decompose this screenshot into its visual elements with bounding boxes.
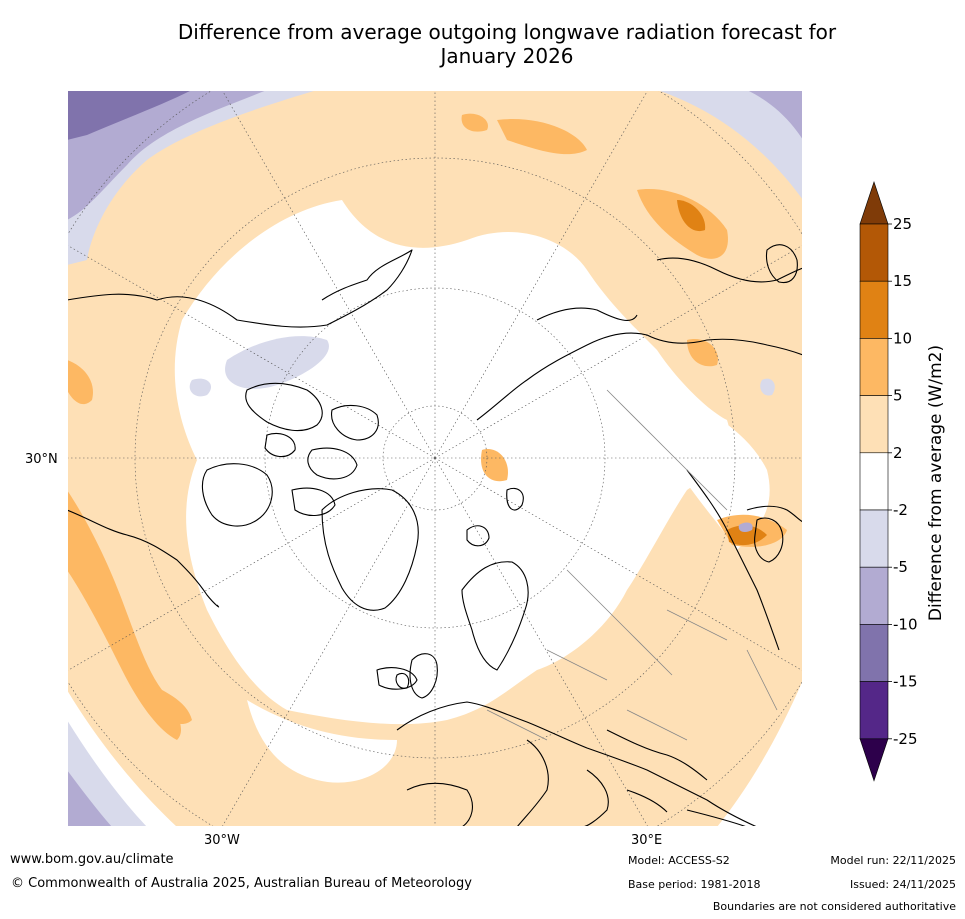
anomaly-positive-east-1 <box>687 339 718 367</box>
footer-issued: Issued: 24/11/2025 <box>849 878 956 891</box>
colorbar-tick-label: 2 <box>893 444 903 462</box>
boundary-set-1 <box>486 389 778 741</box>
coastline-british-isles <box>395 653 438 699</box>
lon-label-30e: 30°E <box>631 833 663 848</box>
anomaly-neutral-east <box>667 390 770 550</box>
colorbar-bin <box>859 338 889 396</box>
coastline-greenland <box>321 488 419 611</box>
anomaly-positive-north-1 <box>497 119 587 155</box>
colorbar-ticks: 25 15 10 5 2 -2 -5 -10 -15 -25 <box>888 215 918 748</box>
chart-title: Difference from average outgoing longwav… <box>0 20 965 68</box>
anomaly-negative-japan <box>738 522 753 533</box>
colorbar-bin <box>859 452 889 511</box>
anomaly-corner-tr <box>657 90 803 200</box>
coastline-africa-middle-east <box>606 729 748 827</box>
anomaly-positive-north-2 <box>461 113 488 132</box>
anomaly-positive-japan-core <box>727 525 767 546</box>
colorbar-bin <box>859 395 889 454</box>
colorbar-bin <box>859 509 889 568</box>
coastline-kamchatka <box>765 244 798 284</box>
polar-map[interactable] <box>67 90 803 827</box>
coastline-japan <box>754 517 784 563</box>
colorbar-tick-label: -10 <box>893 615 918 633</box>
title-line-2: January 2026 <box>440 44 574 68</box>
colorbar-bin <box>859 280 889 339</box>
coastline-canadian-archipelago <box>245 382 379 516</box>
anomaly-corner-bl-3 <box>67 770 112 827</box>
colorbar-tick-label: 5 <box>893 387 903 405</box>
lon-label-30w: 30°W <box>204 833 240 848</box>
coastline-east-asia <box>686 469 803 651</box>
colorbar-bin <box>859 181 889 225</box>
colorbar-tick-label: 25 <box>893 215 912 233</box>
colorbar-tick-label: 15 <box>893 272 912 290</box>
coastline-hudson-bay <box>201 463 273 527</box>
colorbar-bin <box>859 566 889 625</box>
colorbar-tick-label: -15 <box>893 673 918 691</box>
anomaly-corner-br <box>717 680 803 827</box>
anomaly-positive-pacific-spot <box>142 680 192 725</box>
anomaly-positive-siberia-core <box>677 200 706 232</box>
colorbar-bin <box>859 681 889 740</box>
coastline-north-america <box>67 249 413 608</box>
anomaly-neutral-south <box>247 700 397 783</box>
footer-model: Model: ACCESS-S2 <box>628 854 730 867</box>
footer-disclaimer: Boundaries are not considered authoritat… <box>712 900 956 913</box>
lat-label-30n: 30°N <box>25 452 58 467</box>
colorbar-tick-label: 10 <box>893 329 912 347</box>
colorbar-tick-label: -2 <box>893 501 908 519</box>
footer-model-run: Model run: 22/11/2025 <box>830 854 956 867</box>
coastlines <box>67 244 803 827</box>
coastline-scandinavia <box>461 561 529 671</box>
anomaly-positive-west-spot <box>67 360 93 405</box>
coastline-europe <box>396 701 758 827</box>
coastline-novaya-zemlya <box>506 487 524 511</box>
coastline-svalbard <box>466 525 490 547</box>
footer-copyright: © Commonwealth of Australia 2025, Austra… <box>11 876 472 891</box>
coastline-siberia <box>476 257 803 421</box>
coastline-iceland <box>376 667 418 690</box>
colorbar-tick-label: -25 <box>893 730 918 748</box>
footer-website[interactable]: www.bom.gov.au/climate <box>10 852 174 867</box>
anomaly-corner-tr-2 <box>747 90 803 140</box>
colorbar: 25 15 10 5 2 -2 -5 -10 -15 -25 <box>859 181 918 782</box>
colorbar-bins <box>859 181 889 782</box>
graticule <box>67 90 803 827</box>
country-boundaries <box>486 389 778 741</box>
colorbar-title: Difference from average (W/m2) <box>926 344 946 622</box>
colorbar-bin <box>859 624 889 682</box>
anomaly-positive-west-band <box>67 490 182 740</box>
anomaly-negative-patch-3 <box>760 378 775 396</box>
title-line-1: Difference from average outgoing longwav… <box>177 20 837 44</box>
anomaly-negative-patch-2 <box>189 378 212 397</box>
anomaly-positive-siberia <box>637 189 728 259</box>
colorbar-bin <box>859 738 889 782</box>
colorbar-bin <box>859 223 889 282</box>
anomaly-negative-patch-1 <box>225 336 329 389</box>
footer-base-period: Base period: 1981-2018 <box>628 878 761 891</box>
anomaly-positive-east-2 <box>481 449 508 482</box>
colorbar-tick-label: -5 <box>893 558 908 576</box>
anomaly-corner-tl-3 <box>67 90 192 140</box>
